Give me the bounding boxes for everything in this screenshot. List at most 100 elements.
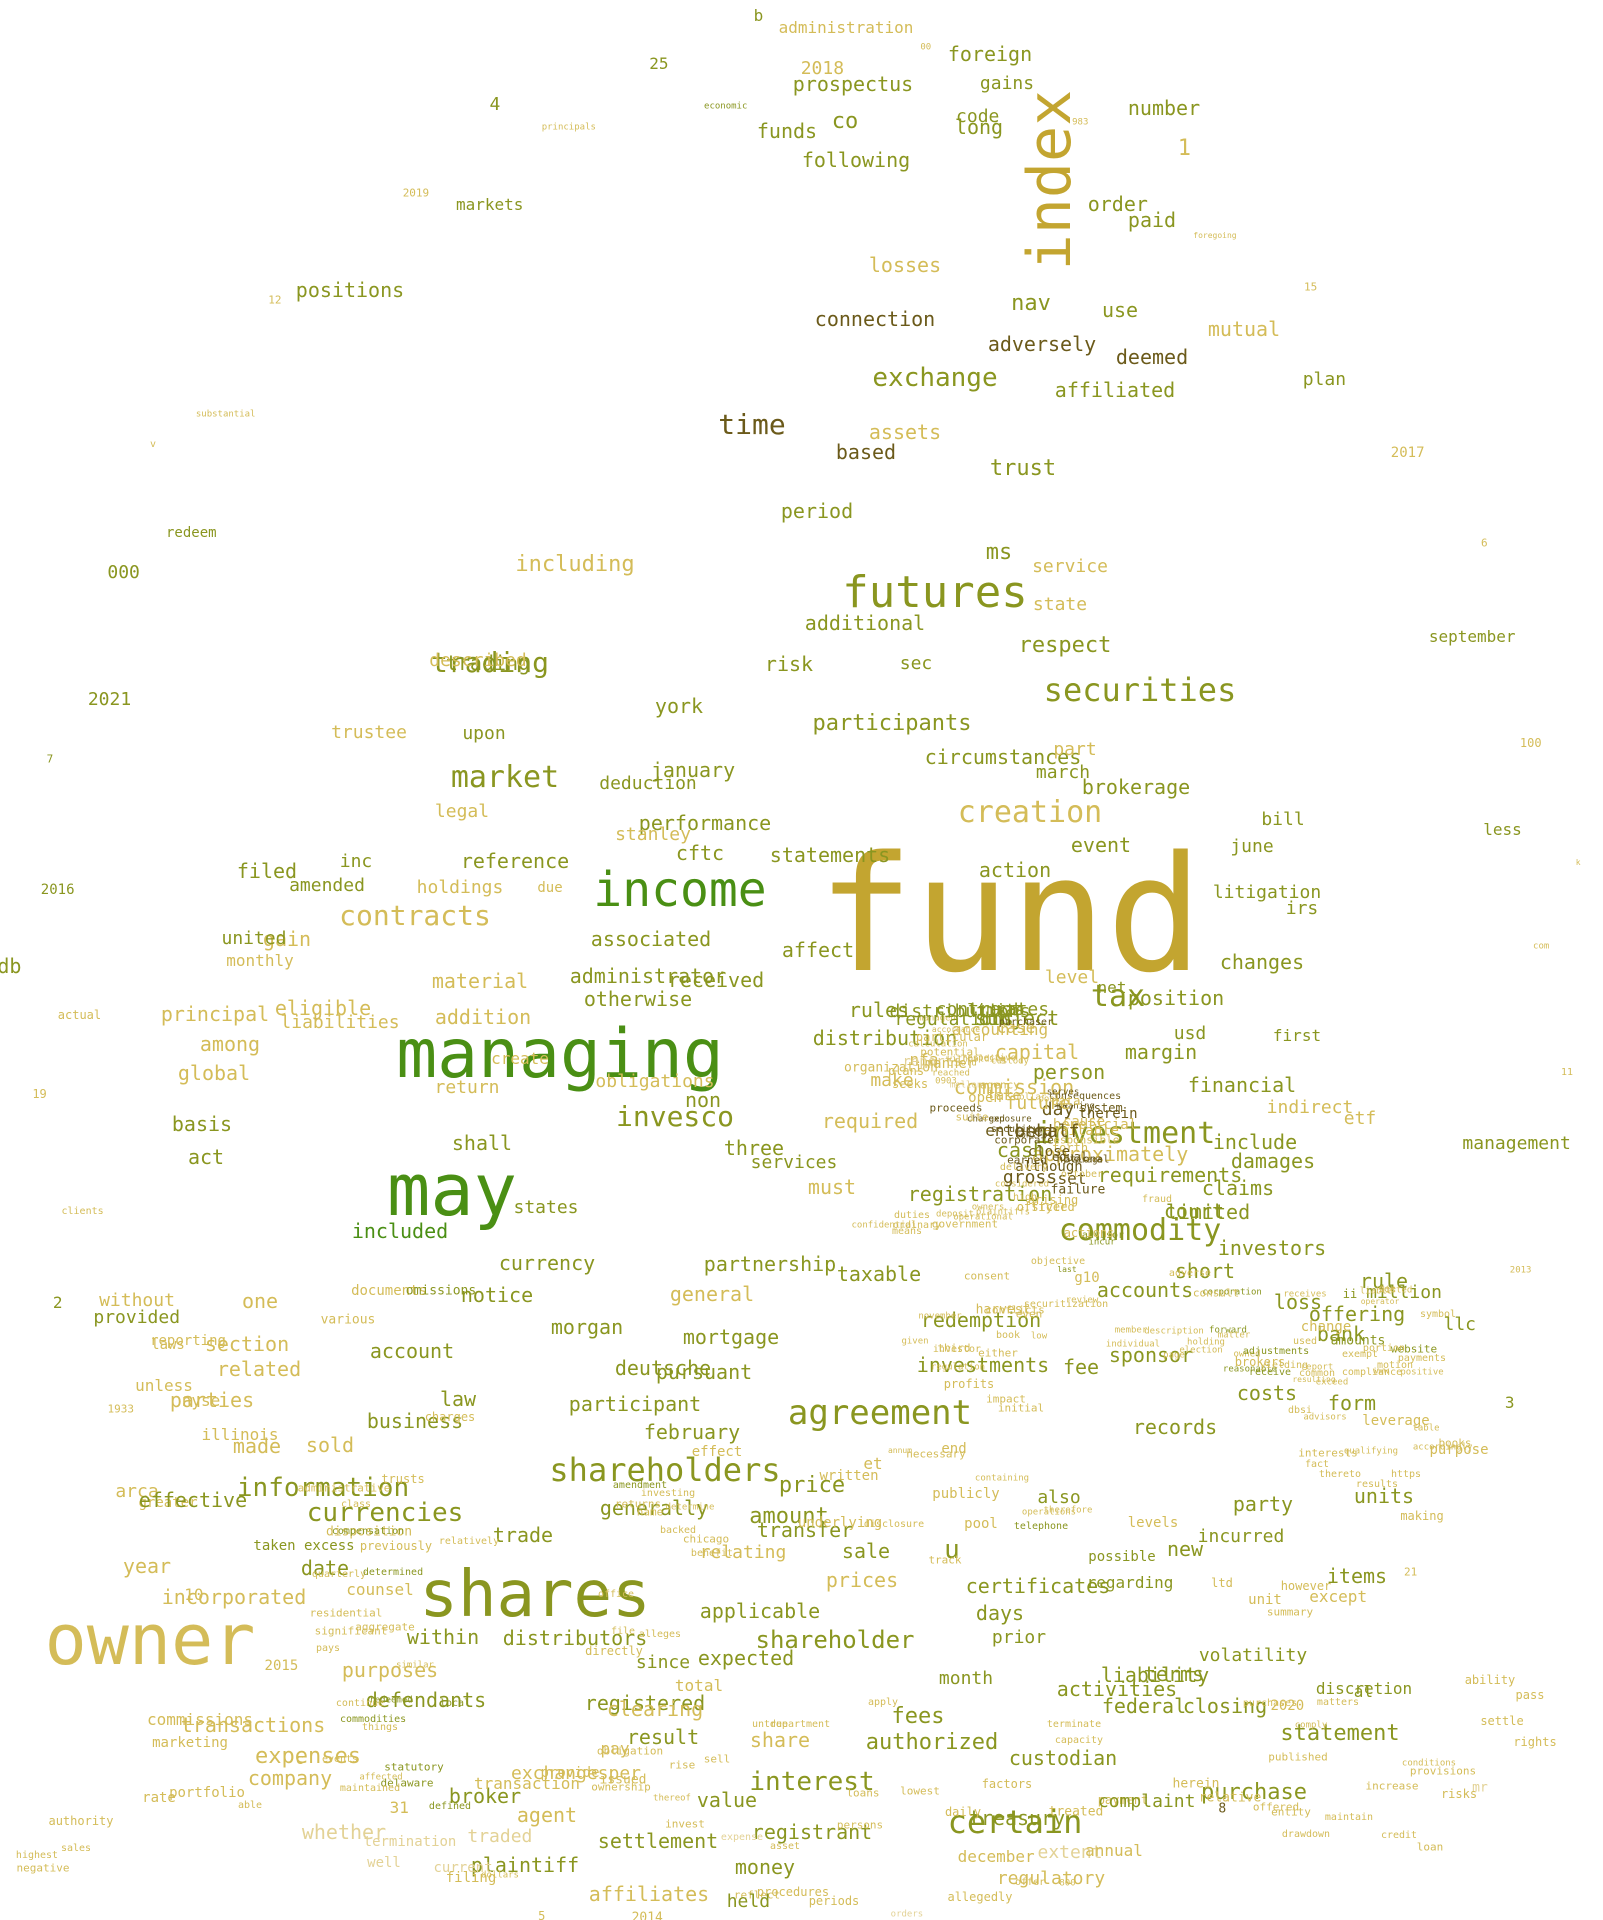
cloud-word: reached xyxy=(932,1068,970,1079)
cloud-word: following xyxy=(801,148,911,172)
cloud-word: level xyxy=(1044,967,1100,988)
cloud-word: books xyxy=(1438,1436,1472,1450)
cloud-word: deemed xyxy=(1115,345,1189,369)
cloud-word: annual xyxy=(1085,1841,1143,1860)
cloud-word: objective xyxy=(1030,1256,1086,1267)
cloud-word: well xyxy=(367,1855,401,1871)
cloud-word: march xyxy=(1035,762,1091,783)
cloud-word: among xyxy=(199,1032,261,1056)
cloud-word: volatility xyxy=(1198,1645,1308,1666)
cloud-word: sales xyxy=(60,1843,92,1854)
cloud-word: periods xyxy=(808,1894,860,1908)
cloud-word: track xyxy=(928,1553,962,1567)
cloud-word: asset xyxy=(769,1841,801,1852)
cloud-word: 2021 xyxy=(87,689,132,711)
cloud-word: capacity xyxy=(1054,1735,1104,1746)
cloud-word: associated xyxy=(590,927,712,951)
cloud-word: addition xyxy=(434,1005,532,1029)
cloud-word: benefit xyxy=(690,1548,734,1559)
cloud-word: october xyxy=(1060,1169,1104,1180)
cloud-word: written xyxy=(819,1468,879,1484)
cloud-word: lowest xyxy=(900,1784,940,1798)
cloud-word: rights xyxy=(1513,1735,1557,1749)
cloud-word: filed xyxy=(236,859,298,883)
cloud-word: commodity xyxy=(1058,1213,1222,1248)
cloud-word: gain xyxy=(262,927,312,951)
cloud-word: usd xyxy=(1173,1023,1207,1044)
cloud-word: futures xyxy=(842,567,1028,618)
cloud-word: arca xyxy=(115,1481,159,1502)
cloud-word: short xyxy=(1174,1259,1236,1283)
cloud-word: 11 xyxy=(1561,1067,1574,1079)
cloud-word: payment xyxy=(1097,1793,1149,1807)
cloud-word: disclosure xyxy=(863,1519,925,1530)
cloud-word: markets xyxy=(456,194,524,214)
cloud-word: services xyxy=(750,1152,838,1173)
cloud-word: funds xyxy=(756,119,818,143)
cloud-word: applicable xyxy=(699,1599,821,1623)
cloud-word: payments xyxy=(1397,1353,1447,1364)
cloud-word: may xyxy=(386,1148,518,1232)
cloud-word: complaint xyxy=(1097,1791,1196,1813)
cloud-word: business xyxy=(366,1409,464,1433)
cloud-word: advisors xyxy=(1303,1412,1347,1423)
cloud-word: data xyxy=(1051,1094,1081,1108)
cloud-word: received xyxy=(667,968,765,992)
cloud-word: 8 xyxy=(1218,1801,1227,1817)
cloud-word: stanley xyxy=(615,824,691,845)
cloud-word: nyse xyxy=(181,1391,221,1410)
cloud-word: part xyxy=(1053,739,1097,760)
cloud-word: investing xyxy=(640,1488,696,1499)
cloud-word: nav xyxy=(1011,291,1051,316)
cloud-word: events xyxy=(321,1754,359,1765)
cloud-word: resulting xyxy=(1292,1375,1336,1384)
cloud-word: plans xyxy=(887,1064,925,1078)
cloud-word: reporting xyxy=(150,1333,226,1349)
cloud-word: risk xyxy=(764,652,814,676)
cloud-word: ltd xyxy=(1211,1576,1233,1590)
cloud-word: redemption xyxy=(920,1308,1042,1332)
cloud-word: certain xyxy=(947,1803,1083,1841)
cloud-word: commissions xyxy=(147,1710,253,1729)
cloud-word: date xyxy=(300,1556,350,1580)
cloud-word: mellon xyxy=(949,1080,983,1091)
cloud-word: incurred xyxy=(1197,1526,1285,1547)
cloud-word: reference xyxy=(460,849,570,873)
cloud-word: otherwise xyxy=(583,987,693,1011)
cloud-word: listed xyxy=(1379,1285,1413,1296)
cloud-word: legal xyxy=(434,801,490,822)
cloud-word: db xyxy=(0,953,22,978)
cloud-word: price xyxy=(778,1473,846,1498)
cloud-word: september xyxy=(1428,627,1516,647)
cloud-word: rule xyxy=(1359,1269,1409,1293)
cloud-word: 19 xyxy=(32,1087,47,1102)
cloud-word: transfer xyxy=(756,1518,854,1542)
cloud-word: cash xyxy=(996,1138,1046,1162)
cloud-word: department xyxy=(769,1719,831,1730)
cloud-word: determine xyxy=(665,1502,715,1513)
cloud-word: similar xyxy=(396,1660,434,1671)
cloud-word: even xyxy=(1015,1307,1043,1321)
cloud-word: sponsor xyxy=(1108,1343,1194,1367)
cloud-word: broker xyxy=(448,1784,522,1808)
cloud-word: rate xyxy=(142,1790,176,1806)
cloud-word: held xyxy=(726,1890,771,1912)
cloud-word: issued xyxy=(599,1772,647,1788)
cloud-word: trustee xyxy=(331,722,407,743)
cloud-word: additional xyxy=(804,611,926,635)
cloud-word: rates xyxy=(994,999,1050,1020)
cloud-word: cause xyxy=(1062,1114,1106,1130)
cloud-word: damages xyxy=(1230,1149,1316,1173)
cloud-word: without xyxy=(99,1290,175,1311)
cloud-word: set xyxy=(1057,1169,1087,1188)
cloud-word: manner xyxy=(924,1056,976,1072)
cloud-word: harvest xyxy=(975,1302,1031,1318)
cloud-word: impact xyxy=(986,1392,1026,1406)
cloud-word: com xyxy=(1533,941,1550,952)
cloud-word: considered xyxy=(994,1179,1050,1190)
cloud-word: determined xyxy=(362,1567,424,1578)
cloud-word: see xyxy=(1377,1284,1397,1295)
cloud-word: prior xyxy=(991,1627,1047,1648)
cloud-word: gains xyxy=(979,73,1035,94)
cloud-word: receives xyxy=(1283,1289,1327,1300)
